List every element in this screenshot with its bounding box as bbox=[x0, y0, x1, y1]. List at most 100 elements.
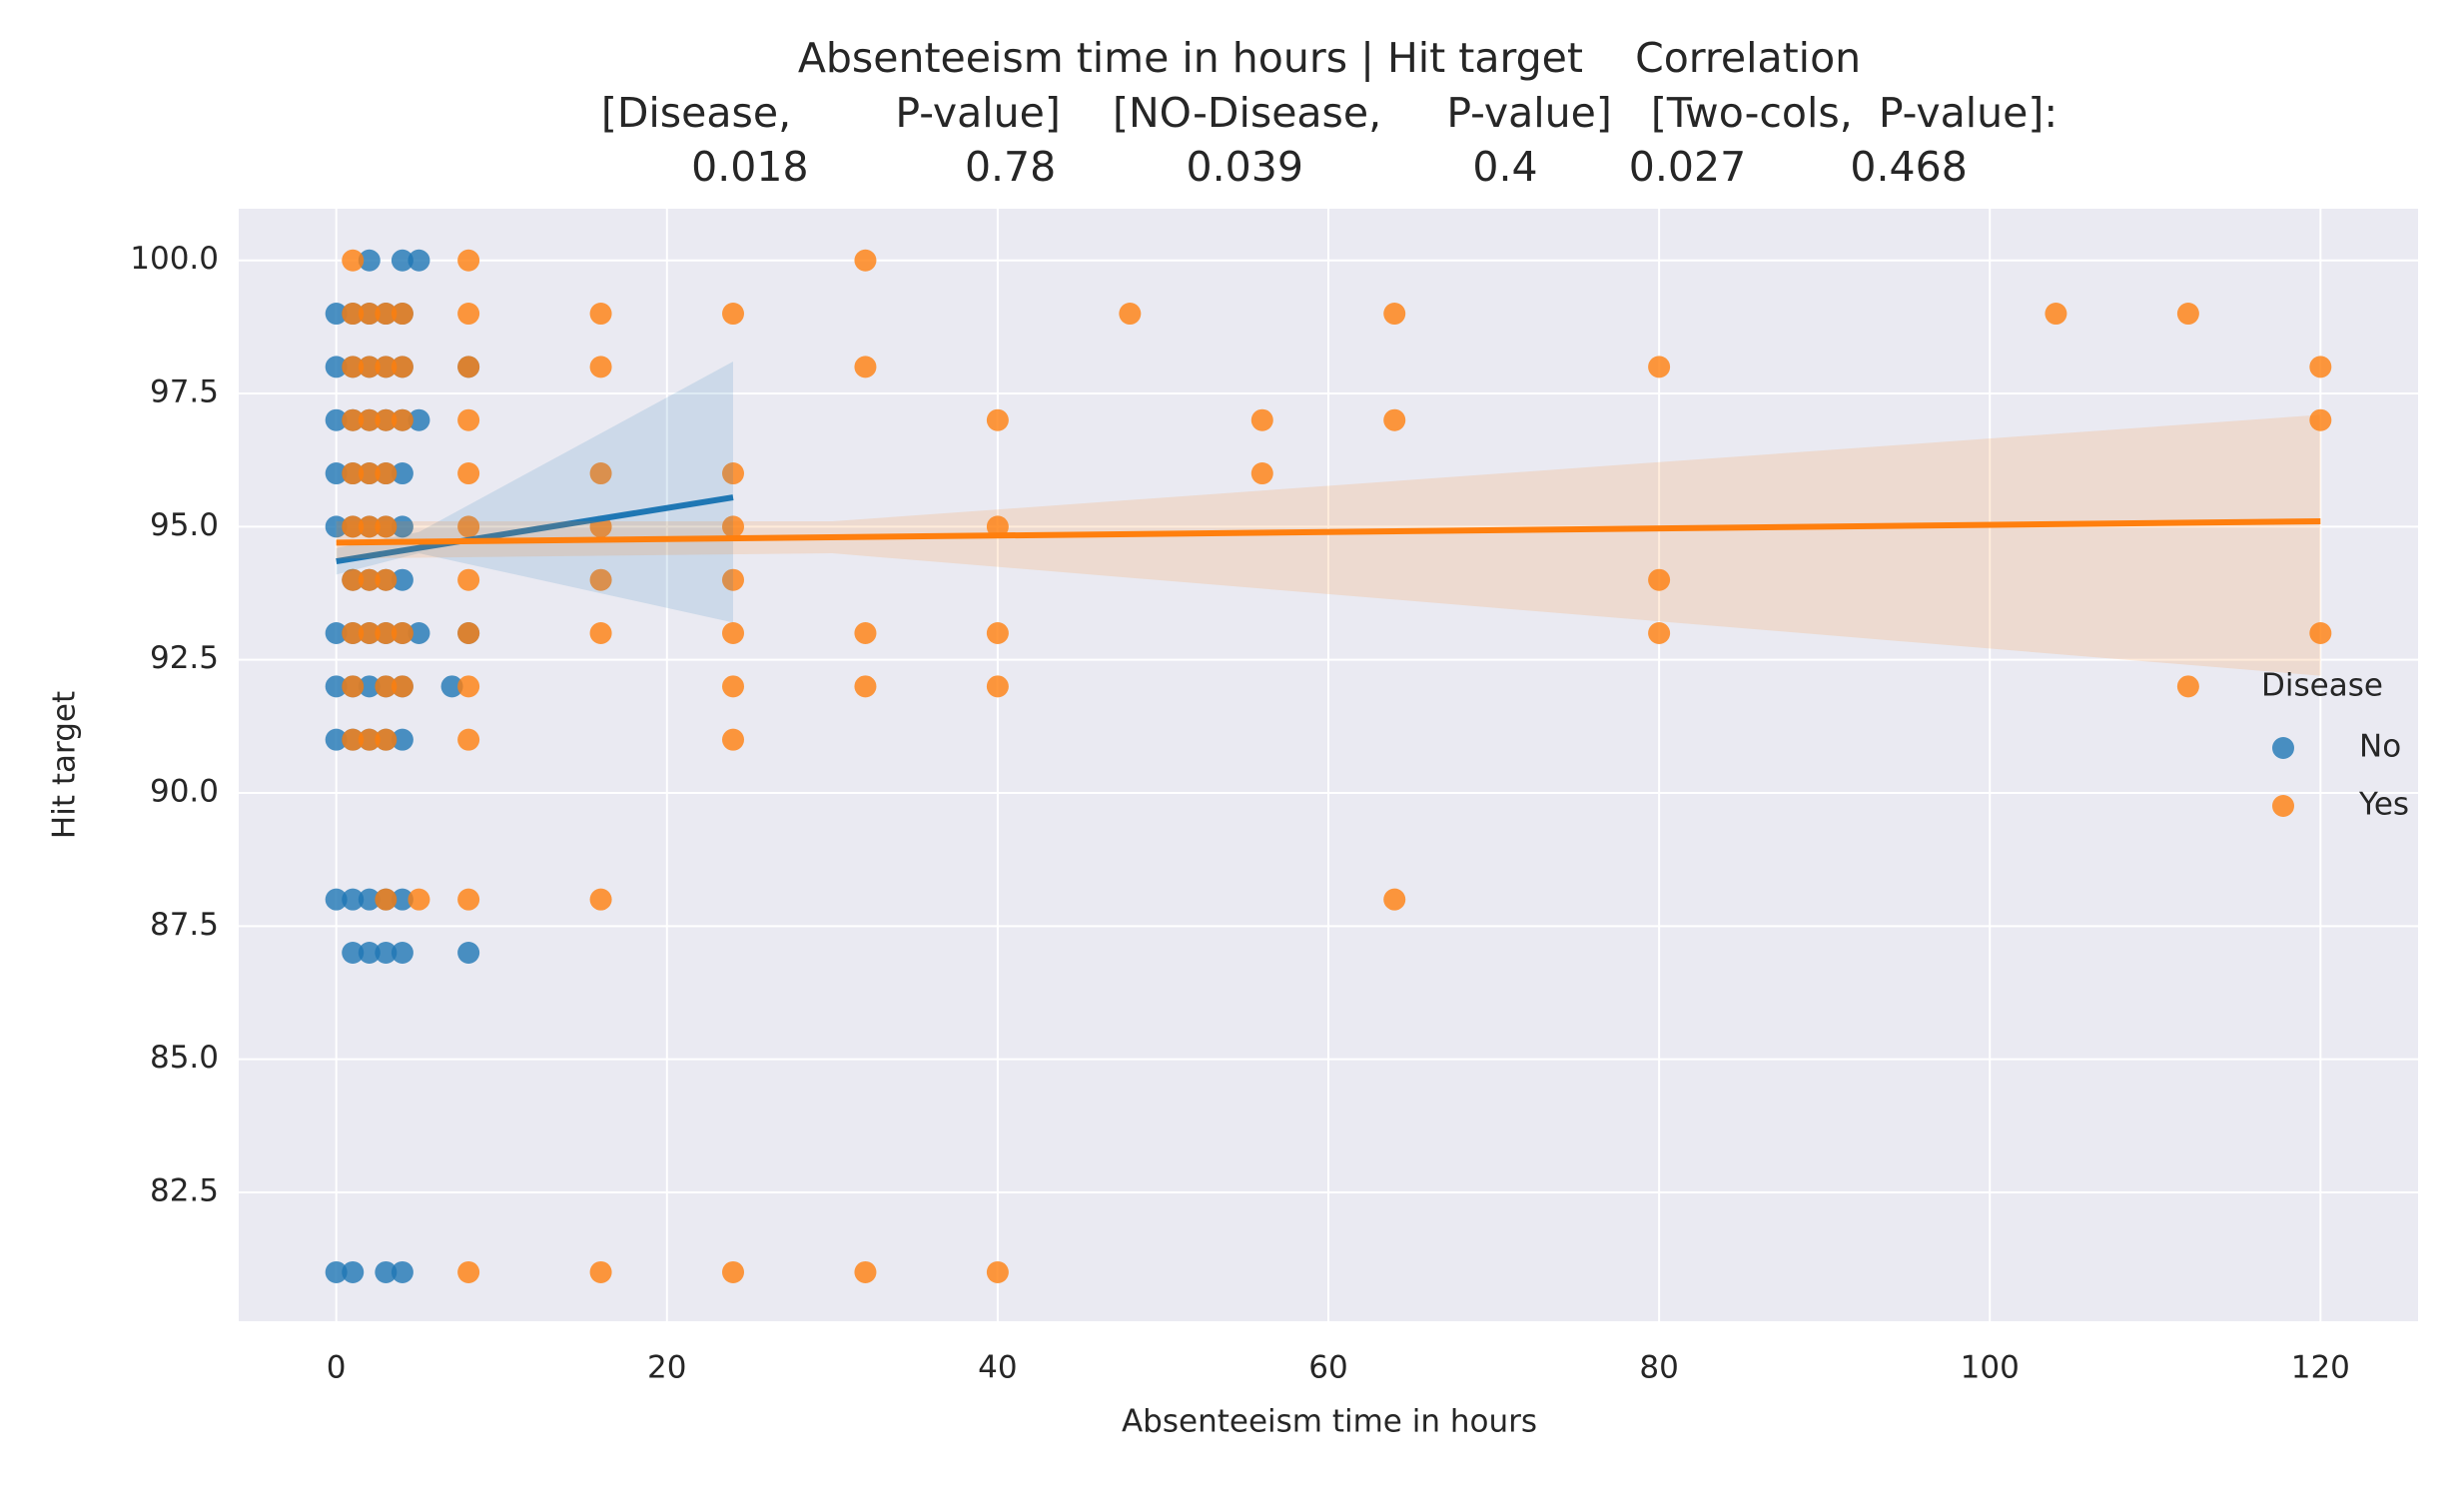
point bbox=[722, 622, 745, 645]
point bbox=[375, 568, 398, 591]
point bbox=[358, 728, 381, 751]
point bbox=[391, 622, 413, 645]
point bbox=[391, 303, 413, 326]
y-tick-label: 82.5 bbox=[150, 1172, 219, 1208]
point bbox=[375, 408, 398, 431]
point bbox=[342, 675, 365, 698]
point bbox=[342, 462, 365, 485]
point bbox=[375, 515, 398, 538]
point bbox=[342, 888, 365, 911]
point bbox=[722, 515, 745, 538]
point bbox=[457, 622, 480, 645]
point bbox=[986, 1260, 1009, 1283]
point bbox=[457, 1260, 480, 1283]
point bbox=[2309, 622, 2332, 645]
point bbox=[589, 1260, 612, 1283]
point bbox=[391, 941, 413, 964]
point bbox=[325, 303, 348, 326]
point bbox=[1648, 568, 1671, 591]
point bbox=[408, 888, 430, 911]
point bbox=[375, 728, 398, 751]
point bbox=[342, 941, 365, 964]
point bbox=[854, 249, 877, 272]
point bbox=[440, 675, 463, 698]
point bbox=[358, 888, 381, 911]
y-axis-label: Hit target bbox=[47, 691, 83, 839]
point bbox=[589, 356, 612, 378]
point bbox=[325, 622, 348, 645]
point bbox=[457, 408, 480, 431]
point bbox=[375, 622, 398, 645]
point bbox=[722, 1260, 745, 1283]
point bbox=[457, 675, 480, 698]
point bbox=[375, 303, 398, 326]
point bbox=[358, 515, 381, 538]
point bbox=[325, 675, 348, 698]
legend-label: Yes bbox=[2358, 787, 2409, 823]
point bbox=[457, 249, 480, 272]
point bbox=[408, 249, 430, 272]
point bbox=[1383, 408, 1406, 431]
point bbox=[1250, 462, 1273, 485]
point bbox=[342, 408, 365, 431]
y-tick-label: 92.5 bbox=[150, 640, 219, 676]
point bbox=[1119, 303, 1142, 326]
point bbox=[722, 568, 745, 591]
point bbox=[358, 303, 381, 326]
point bbox=[391, 515, 413, 538]
point bbox=[408, 622, 430, 645]
point bbox=[457, 728, 480, 751]
point bbox=[722, 675, 745, 698]
x-tick-label: 60 bbox=[1308, 1350, 1347, 1386]
point bbox=[325, 1260, 348, 1283]
point bbox=[342, 728, 365, 751]
point bbox=[358, 941, 381, 964]
x-tick-label: 40 bbox=[978, 1350, 1017, 1386]
x-tick-label: 120 bbox=[2291, 1350, 2350, 1386]
point bbox=[375, 462, 398, 485]
y-tick-label: 100.0 bbox=[130, 241, 219, 277]
point bbox=[391, 356, 413, 378]
chart-title: [Disease, P-value] [NO-Disease, P-value]… bbox=[601, 89, 2057, 137]
point bbox=[342, 515, 365, 538]
point bbox=[2176, 675, 2199, 698]
point bbox=[457, 568, 480, 591]
point bbox=[1383, 888, 1406, 911]
point bbox=[391, 1260, 413, 1283]
point bbox=[358, 356, 381, 378]
point bbox=[986, 622, 1009, 645]
point bbox=[358, 408, 381, 431]
confidence-band bbox=[336, 362, 734, 623]
point bbox=[457, 515, 480, 538]
point bbox=[2176, 303, 2199, 326]
point bbox=[722, 728, 745, 751]
chart-title: Absenteeism time in hours | Hit target C… bbox=[798, 34, 1861, 82]
point bbox=[325, 515, 348, 538]
y-tick-label: 87.5 bbox=[150, 907, 219, 943]
point bbox=[986, 515, 1009, 538]
point bbox=[358, 249, 381, 272]
point bbox=[589, 462, 612, 485]
point bbox=[391, 568, 413, 591]
legend-label: No bbox=[2359, 729, 2401, 765]
point bbox=[342, 356, 365, 378]
x-tick-label: 100 bbox=[1961, 1350, 2020, 1386]
y-tick-label: 90.0 bbox=[150, 773, 219, 809]
regression-line bbox=[336, 494, 734, 564]
point bbox=[358, 622, 381, 645]
point bbox=[457, 462, 480, 485]
point bbox=[1250, 408, 1273, 431]
legend-marker bbox=[2272, 737, 2294, 759]
point bbox=[358, 675, 381, 698]
point bbox=[391, 888, 413, 911]
point bbox=[375, 675, 398, 698]
point bbox=[457, 941, 480, 964]
point bbox=[391, 408, 413, 431]
point bbox=[391, 675, 413, 698]
point bbox=[457, 356, 480, 378]
point bbox=[1648, 622, 1671, 645]
point bbox=[391, 462, 413, 485]
point bbox=[854, 1260, 877, 1283]
x-axis-label: Absenteeism time in hours bbox=[1122, 1404, 1537, 1440]
